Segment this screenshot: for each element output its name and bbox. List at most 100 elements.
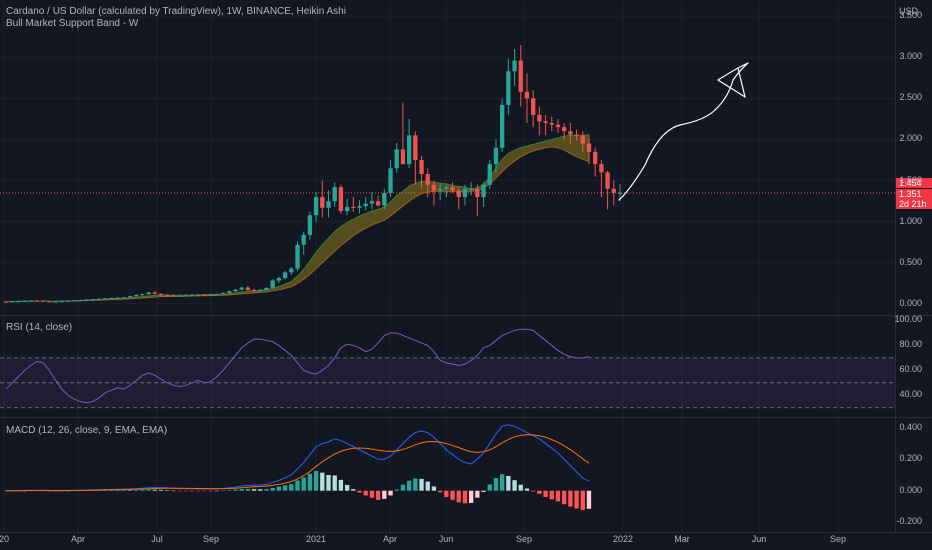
candle-body: [264, 287, 269, 290]
candle-body: [499, 104, 505, 148]
candle-body: [202, 294, 207, 296]
candle-body: [493, 147, 499, 165]
macd-histogram-bar: [462, 490, 468, 504]
candle: [307, 211, 313, 240]
price-axis-label[interactable]: 3.500: [899, 10, 922, 21]
candle-body: [258, 289, 263, 291]
candle-body: [189, 294, 195, 296]
close-price-tag: 1.351: [896, 189, 932, 199]
time-axis-label[interactable]: 2022: [612, 534, 634, 544]
price-axis-label[interactable]: 1.000: [899, 215, 922, 226]
candle: [72, 300, 77, 302]
price-axis-label[interactable]: 0.000: [899, 298, 922, 308]
candle: [475, 184, 480, 216]
macd-legend[interactable]: MACD (12, 26, close, 9, EMA, EMA): [6, 425, 168, 436]
time-axis-label[interactable]: 20: [0, 534, 10, 544]
macd-histogram-bar: [481, 490, 486, 492]
time-axis-label[interactable]: Sep: [829, 534, 847, 544]
candle-body: [580, 135, 585, 144]
price-axis-label[interactable]: 2.500: [899, 92, 922, 103]
candle: [140, 293, 145, 296]
candle: [388, 160, 393, 198]
macd-histogram-bar: [549, 490, 554, 500]
macd-axis-label[interactable]: 0.200: [899, 453, 922, 464]
candle-body: [301, 234, 306, 245]
price-axis-label[interactable]: 2.000: [899, 133, 922, 144]
macd-histogram-bar: [413, 478, 418, 491]
candle-body: [562, 127, 567, 132]
macd-pane[interactable]: [3, 424, 592, 511]
price-axis-label[interactable]: 3.000: [899, 51, 922, 62]
candle: [456, 187, 461, 210]
candle: [78, 299, 83, 301]
candle-body: [214, 294, 220, 296]
time-axis-label[interactable]: Apr: [70, 534, 86, 544]
candle: [351, 197, 356, 212]
time-axis-label[interactable]: Sep: [515, 534, 533, 544]
candle-body: [140, 294, 145, 296]
candle-body: [245, 287, 251, 291]
time-axis-label[interactable]: Mar: [674, 534, 690, 544]
candle-body: [270, 280, 275, 288]
rsi-axis-label[interactable]: 60.00: [899, 364, 922, 375]
macd-histogram-bar: [295, 480, 300, 491]
candle: [59, 301, 64, 303]
candle: [382, 188, 387, 210]
candle: [127, 295, 133, 298]
price-pane[interactable]: [0, 44, 895, 303]
pane-separator-rsi[interactable]: [0, 315, 932, 316]
candle: [65, 300, 71, 302]
currency-label[interactable]: USD: [898, 6, 918, 16]
candle-body: [152, 292, 158, 294]
macd-axis-label[interactable]: 0.000: [899, 484, 922, 495]
symbol-legend[interactable]: Cardano / US Dollar (calculated by Tradi…: [6, 6, 346, 17]
candle: [22, 300, 27, 302]
candle-body: [357, 206, 362, 208]
macd-histogram-bar: [574, 490, 579, 509]
candle-body: [605, 172, 610, 189]
candle-body: [406, 135, 412, 165]
macd-histogram-bar: [444, 490, 449, 497]
candle: [363, 197, 368, 211]
candle-body: [611, 188, 616, 193]
candle-body: [165, 295, 170, 297]
time-axis-label[interactable]: Sep: [202, 534, 220, 544]
forecast-drawing[interactable]: [618, 62, 749, 201]
candle: [611, 180, 616, 206]
macd-histogram-bar: [394, 489, 399, 491]
candle: [233, 289, 238, 292]
price-axis-label[interactable]: 0.500: [899, 256, 922, 267]
macd-histogram-bar: [233, 489, 238, 491]
candle: [326, 190, 331, 218]
rsi-axis-label[interactable]: 100.00: [894, 314, 922, 325]
candle: [518, 44, 523, 107]
candle: [158, 293, 164, 296]
rsi-pane[interactable]: [0, 328, 895, 409]
rsi-legend[interactable]: RSI (14, close): [6, 322, 73, 333]
time-axis-label[interactable]: Jun: [751, 534, 767, 544]
time-axis-label[interactable]: Apr: [382, 534, 398, 544]
candle-body: [512, 60, 517, 72]
candle-body: [22, 300, 27, 302]
price-axis-label[interactable]: 1.500: [899, 174, 922, 185]
candle-body: [16, 301, 21, 303]
candle-body: [338, 187, 344, 212]
time-axis-label[interactable]: 2021: [305, 534, 327, 544]
time-axis-label[interactable]: Jun: [438, 534, 454, 544]
macd-histogram-bar: [518, 484, 523, 491]
rsi-axis-label[interactable]: 80.00: [899, 339, 922, 350]
candle: [208, 294, 213, 296]
candle: [586, 139, 592, 165]
macd-axis-label[interactable]: -0.200: [896, 516, 922, 527]
candle-body: [134, 294, 139, 297]
macd-axis-label[interactable]: 0.400: [899, 421, 922, 432]
macd-histogram-bar: [109, 490, 114, 491]
candle: [121, 296, 127, 299]
pane-separator-macd[interactable]: [0, 417, 932, 418]
candle-body: [382, 192, 387, 206]
macd-histogram-bar: [555, 490, 561, 502]
rsi-axis-label[interactable]: 40.00: [899, 389, 922, 400]
indicator-legend[interactable]: Bull Market Support Band - W: [6, 18, 139, 29]
time-axis-label[interactable]: Jul: [151, 534, 163, 544]
